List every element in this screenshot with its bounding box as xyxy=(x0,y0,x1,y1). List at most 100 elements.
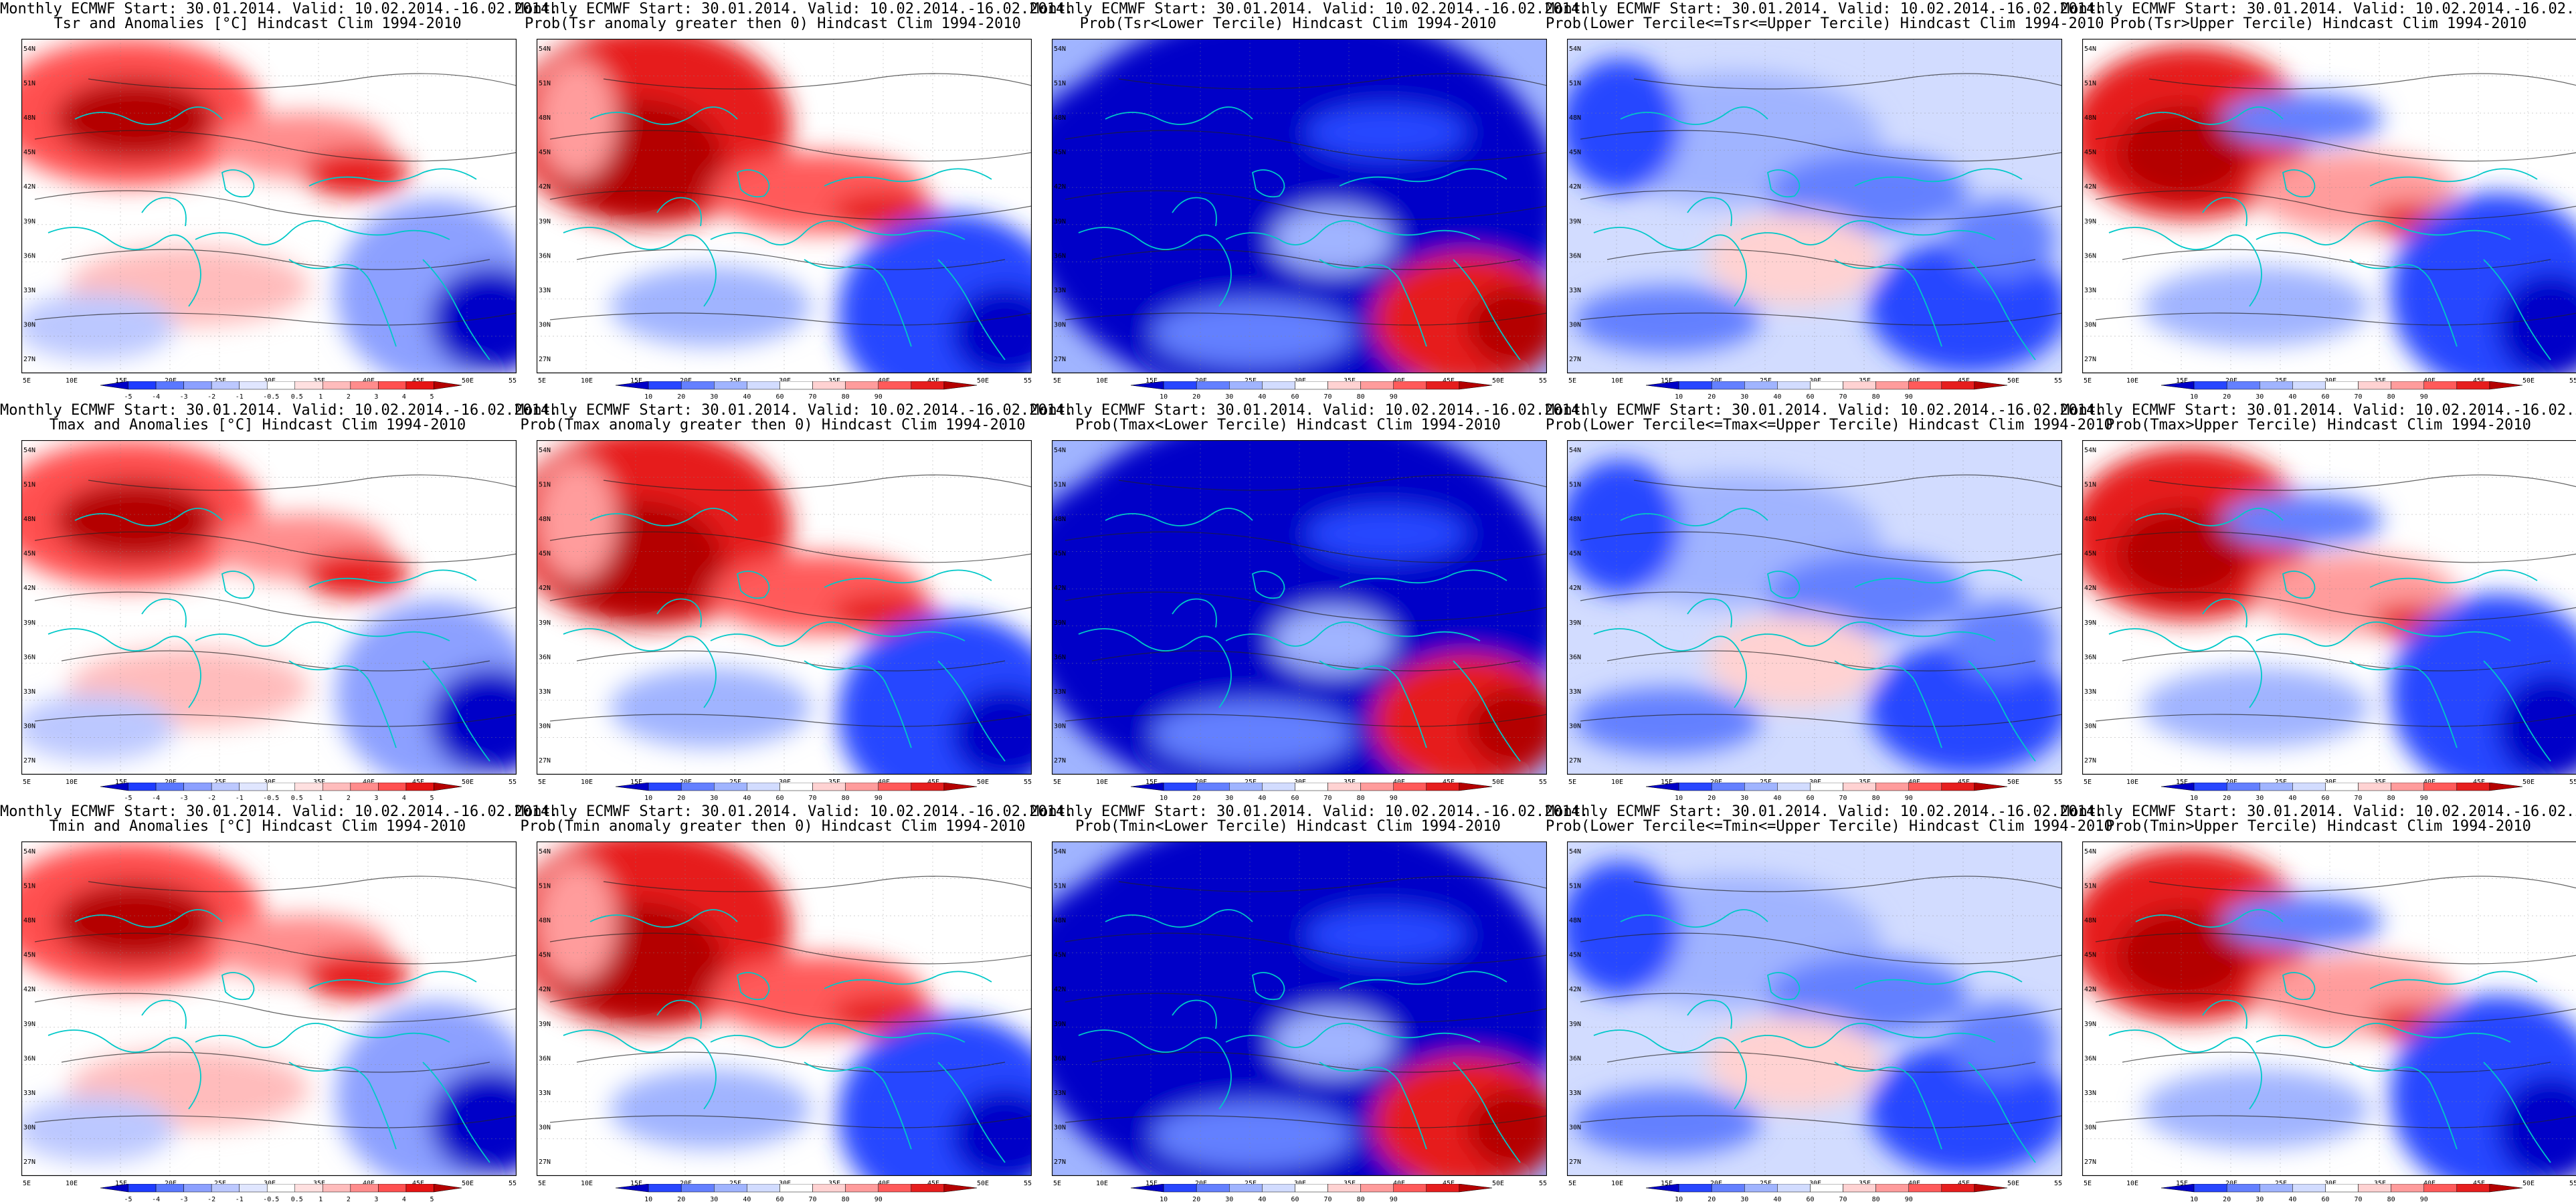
lon-tick-label: 45E xyxy=(2473,779,2485,786)
coastline xyxy=(1172,999,1217,1029)
lat-tick-label: 27N xyxy=(1569,757,1581,765)
colorbar-label: 80 xyxy=(1872,1196,1880,1203)
lat-tick-label: 54N xyxy=(23,447,35,454)
colorbar-label: -1 xyxy=(236,795,244,801)
colorbar-segment xyxy=(2391,1184,2424,1193)
colorbar-segment xyxy=(266,1184,296,1193)
coastline xyxy=(589,909,738,928)
coastline xyxy=(710,220,965,245)
lon-tick-label: 45E xyxy=(1958,377,1970,385)
panel-title-line2: Tmin and Anomalies [°C] Hindcast Clim 19… xyxy=(49,818,466,835)
colorbar-label: 20 xyxy=(677,1196,685,1203)
colorbar-label: 10 xyxy=(2190,795,2198,801)
colorbar-segment xyxy=(2325,1184,2359,1193)
lon-tick-label: 55E xyxy=(509,1180,517,1187)
colorbar-label: 60 xyxy=(1291,795,1299,801)
map-frame xyxy=(1052,440,1547,775)
panel-title-line1: Monthly ECMWF Start: 30.01.2014. Valid: … xyxy=(515,402,1074,419)
lon-tick-label: 55E xyxy=(509,779,517,786)
lat-tick-label: 54N xyxy=(1569,447,1581,454)
isoline xyxy=(1091,249,1521,270)
coastline xyxy=(48,1029,201,1110)
isoline xyxy=(549,714,1032,727)
lat-tick-label: 27N xyxy=(23,1159,35,1166)
colorbar-segment xyxy=(1130,381,1164,390)
colorbar-segment xyxy=(2260,1184,2293,1193)
isoline xyxy=(576,650,1006,672)
forecast-map: 5E 10E 15E 20E 25E 30E 35E 40E 45E 50E 55E 27N 30N 33… xyxy=(21,440,517,786)
coastline xyxy=(736,571,770,599)
isoline xyxy=(1091,650,1521,672)
isoline xyxy=(2148,876,2576,892)
colorbar-segment xyxy=(2423,783,2458,791)
lon-tick-label: 30E xyxy=(2324,377,2336,385)
colorbar-label: 20 xyxy=(1708,1196,1716,1203)
colorbar-segment xyxy=(845,1184,879,1193)
coastline xyxy=(563,628,717,708)
isoline xyxy=(576,249,1006,270)
colorbar-segment xyxy=(1360,1184,1394,1193)
isoline xyxy=(88,73,517,90)
colorbar-label: 80 xyxy=(2387,393,2395,400)
lon-tick-label: 15E xyxy=(1145,779,1158,786)
isoline xyxy=(61,1051,490,1073)
colorbar-segment xyxy=(2160,783,2195,791)
anomaly-region xyxy=(2142,668,2370,748)
lat-tick-label: 45N xyxy=(23,550,35,558)
lat-tick-label: 30N xyxy=(1054,722,1066,730)
coastline xyxy=(804,660,912,748)
lon-tick-label: 5E xyxy=(2084,377,2092,385)
isoline xyxy=(61,650,490,672)
lon-tick-label: 40E xyxy=(2423,1180,2435,1187)
colorbar-segment xyxy=(1295,783,1328,791)
colorbar-segment xyxy=(1459,381,1493,390)
coastline xyxy=(221,972,255,1001)
colorbar-label: 20 xyxy=(1192,1196,1200,1203)
colorbar-segment xyxy=(1393,1184,1427,1193)
coastline xyxy=(1766,169,1801,198)
map-panel: Monthly ECMWF Start: 30.01.2014. Valid: … xyxy=(515,401,1074,803)
lat-tick-label: 54N xyxy=(1054,848,1066,856)
colorbar-segment xyxy=(1974,783,2008,791)
isoline xyxy=(603,474,1032,491)
anomaly-region xyxy=(2497,273,2576,373)
colorbar-label: 90 xyxy=(875,795,883,801)
lon-tick-label: 25E xyxy=(729,377,741,385)
anomaly-region xyxy=(951,1089,1032,1176)
colorbar-label: 80 xyxy=(842,1196,850,1203)
lon-tick-label: 50E xyxy=(1492,1180,1504,1187)
lon-tick-label: 25E xyxy=(214,1180,226,1187)
coastline xyxy=(195,1023,450,1048)
colorbar-segment xyxy=(434,783,462,791)
colorbar-segment xyxy=(2292,381,2326,390)
lon-tick-label: 50E xyxy=(462,779,474,786)
colorbar-segment xyxy=(812,381,846,390)
colorbar-label: 90 xyxy=(1905,795,1913,801)
lon-tick-label: 15E xyxy=(2176,1180,2188,1187)
colorbar-segment xyxy=(211,783,240,791)
colorbar-label: 80 xyxy=(1357,393,1365,400)
map-frame xyxy=(21,841,517,1177)
coastline xyxy=(1251,169,1285,198)
coastline xyxy=(1620,106,1768,125)
lon-tick-label: 30E xyxy=(1809,1180,1821,1187)
colorbar-segment xyxy=(100,381,128,390)
lat-tick-label: 42N xyxy=(1054,183,1066,191)
lon-tick-label: 45E xyxy=(1443,1180,1455,1187)
anomaly-region xyxy=(302,952,409,999)
colorbar-segment xyxy=(155,381,184,390)
lat-tick-label: 27N xyxy=(1569,1159,1581,1166)
lat-tick-label: 30N xyxy=(1569,1124,1581,1131)
colorbar-label: 5 xyxy=(430,393,434,400)
panel-title-line1: Monthly ECMWF Start: 30.01.2014. Valid: … xyxy=(1030,803,1589,820)
lat-tick-label: 51N xyxy=(1054,482,1066,489)
isoline xyxy=(2095,531,2576,563)
colorbar-segment xyxy=(911,783,945,791)
anomaly-region xyxy=(610,266,811,346)
colorbar-segment xyxy=(714,1184,747,1193)
colorbar-segment xyxy=(183,381,212,390)
colorbar-segment xyxy=(211,381,240,390)
lon-tick-label: 5E xyxy=(2084,1180,2092,1187)
coastline xyxy=(1319,1062,1427,1150)
colorbar-segment xyxy=(1843,381,1876,390)
